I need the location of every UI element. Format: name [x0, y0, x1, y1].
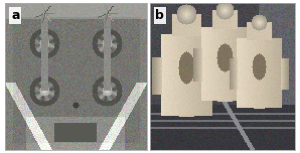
- Text: b: b: [155, 9, 164, 22]
- Text: a: a: [11, 9, 20, 22]
